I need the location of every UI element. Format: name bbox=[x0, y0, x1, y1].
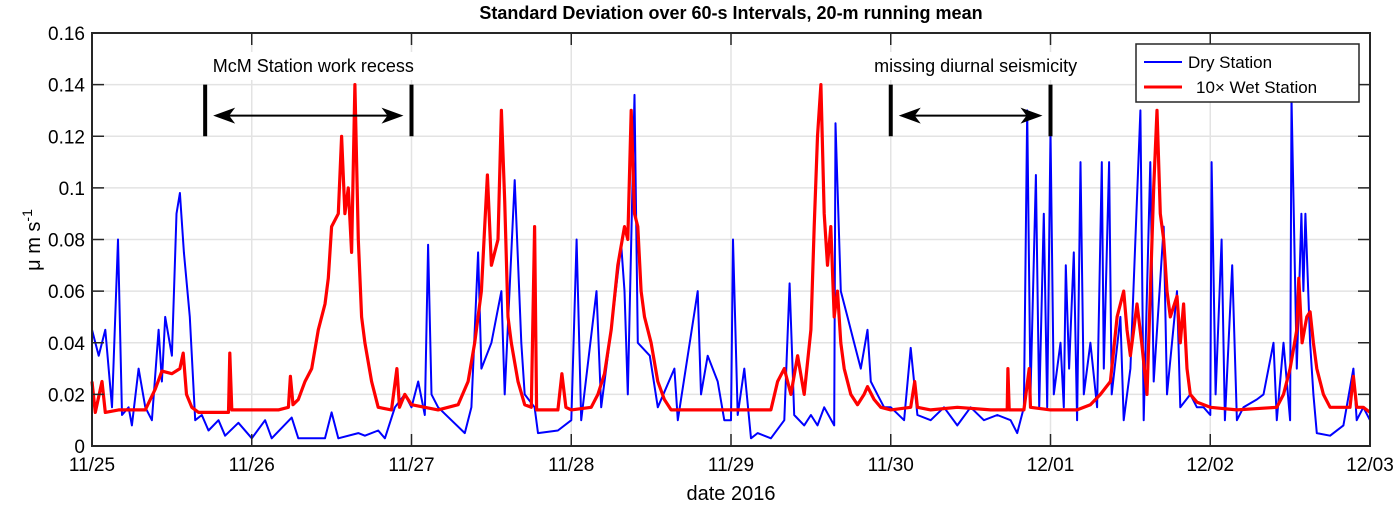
annotation-arrow-head-right bbox=[381, 107, 404, 124]
x-axis-label: date 2016 bbox=[687, 483, 776, 505]
y-tick-label: 0.02 bbox=[48, 385, 85, 406]
x-tick-label: 11/26 bbox=[229, 455, 275, 476]
y-tick-label: 0.12 bbox=[48, 127, 85, 148]
svg-text:μ m s-1: μ m s-1 bbox=[19, 209, 45, 271]
y-axis-label: μ m s-1 bbox=[19, 209, 45, 271]
y-tick-label: 0.16 bbox=[48, 24, 85, 45]
x-tick-label: 12/02 bbox=[1186, 455, 1234, 476]
x-tick-label: 11/30 bbox=[868, 455, 914, 476]
y-tick-label: 0.06 bbox=[48, 282, 85, 303]
annotation-label-background bbox=[183, 51, 444, 80]
x-tick-label: 11/25 bbox=[69, 455, 115, 476]
x-tick-label: 11/27 bbox=[388, 455, 434, 476]
chart-title: Standard Deviation over 60-s Intervals, … bbox=[479, 3, 982, 23]
annotation-label: missing diurnal seismicity bbox=[874, 56, 1077, 76]
y-tick-label: 0.14 bbox=[48, 76, 85, 97]
y-tick-label: 0.04 bbox=[48, 334, 85, 355]
series-lines bbox=[90, 82, 1371, 440]
legend-box bbox=[1135, 43, 1360, 103]
y-tick-label: 0.08 bbox=[48, 231, 85, 252]
annotation-arrow-head-left bbox=[898, 107, 921, 124]
y-tick-label: 0 bbox=[74, 437, 85, 458]
annotation-arrow-head-left bbox=[213, 107, 236, 124]
annotations: McM Station work recess missing diurnal s… bbox=[183, 51, 1106, 137]
axes: 11/25 11/26 11/27 11/28 11/29 11/30 12/01 12/02… bbox=[48, 24, 1394, 476]
x-tick-label: 12/03 bbox=[1346, 455, 1394, 476]
legend-label-dry: Dry Station bbox=[1188, 53, 1272, 72]
y-axis-label-text: μ m s bbox=[23, 222, 45, 271]
legend-label-wet: 10× Wet Station bbox=[1196, 78, 1317, 97]
x-tick-label: 11/29 bbox=[708, 455, 754, 476]
annotation-label: McM Station work recess bbox=[213, 56, 414, 76]
x-tick-label: 12/01 bbox=[1027, 455, 1075, 476]
y-axis-label-superscript: -1 bbox=[19, 209, 35, 222]
x-tick-label: 11/28 bbox=[548, 455, 594, 476]
plot-frame bbox=[91, 32, 1371, 447]
annotation-label-background bbox=[845, 51, 1106, 80]
legend: Dry Station 10× Wet Station bbox=[1135, 43, 1360, 103]
annotation-arrow-head-right bbox=[1020, 107, 1043, 124]
series-line-wet-station bbox=[90, 82, 1371, 414]
y-tick-label: 0.1 bbox=[59, 179, 85, 200]
